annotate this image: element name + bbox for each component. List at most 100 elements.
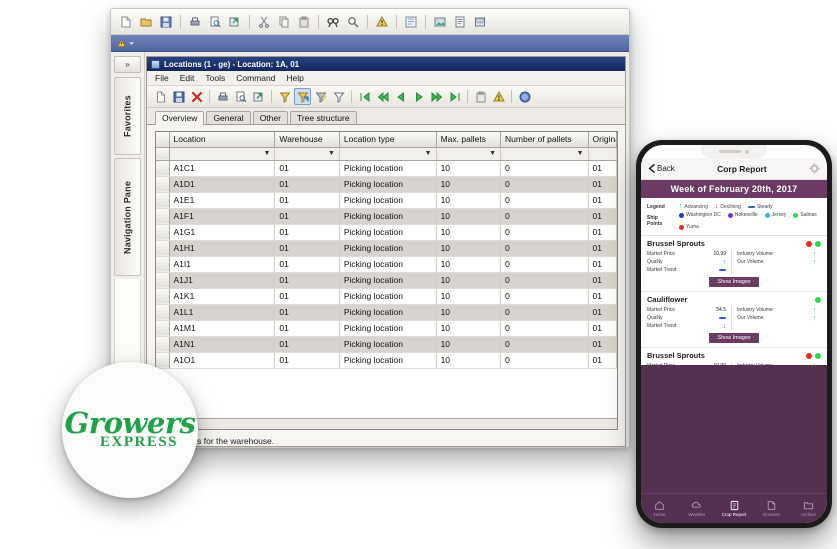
cell-number-of-pallets[interactable]: 0 [500, 208, 589, 225]
table-row[interactable]: A1J1 01 Picking location 10 0 01 [156, 272, 617, 289]
cell-location[interactable]: A1I1 [169, 256, 276, 273]
cell-location-type[interactable]: Picking location [339, 336, 437, 353]
cell-number-of-pallets[interactable]: 0 [500, 192, 589, 209]
tab-crop-report[interactable]: Crop Report [715, 500, 752, 517]
cut-icon[interactable] [255, 13, 273, 31]
table-row[interactable]: A1M1 01 Picking location 10 0 01 [156, 320, 617, 337]
filter-by-selection-icon[interactable] [294, 88, 311, 105]
row-selector-cell[interactable] [156, 304, 170, 321]
expand-pane-button[interactable]: » [114, 56, 141, 73]
alert-icon[interactable] [117, 38, 126, 48]
preview-icon[interactable] [232, 88, 249, 105]
cell-original-warehouse[interactable]: 01 [588, 240, 617, 257]
cell-max-pallets[interactable]: 10 [436, 272, 502, 289]
cell-location-type[interactable]: Picking location [339, 320, 437, 337]
cell-location-type[interactable]: Picking location [339, 240, 437, 257]
table-row[interactable]: A1O1 01 Picking location 10 0 01 [156, 352, 617, 369]
cell-location-type[interactable]: Picking location [339, 192, 437, 209]
cell-location-type[interactable]: Picking location [339, 176, 437, 193]
cell-number-of-pallets[interactable]: 0 [500, 336, 589, 353]
save-icon[interactable] [157, 13, 175, 31]
row-selector-cell[interactable] [156, 176, 170, 193]
tab-growers[interactable]: Growers [753, 500, 790, 517]
next-record-icon[interactable] [410, 88, 427, 105]
print-preview-icon[interactable] [206, 13, 224, 31]
cell-location[interactable]: A1F1 [169, 208, 276, 225]
column-header-original-warehouse[interactable]: Original ware [588, 132, 617, 148]
column-header-location-type[interactable]: Location type [339, 132, 437, 148]
cell-original-warehouse[interactable]: 01 [588, 208, 617, 225]
cell-max-pallets[interactable]: 10 [436, 192, 502, 209]
cell-number-of-pallets[interactable]: 0 [500, 256, 589, 273]
cell-warehouse[interactable]: 01 [274, 288, 340, 305]
table-row[interactable]: A1G1 01 Picking location 10 0 01 [156, 224, 617, 241]
info-icon[interactable] [516, 88, 533, 105]
cell-original-warehouse[interactable]: 01 [588, 176, 617, 193]
cell-location-type[interactable]: Picking location [339, 160, 437, 177]
column-header-number-of-pallets[interactable]: Number of pallets [500, 132, 589, 148]
cell-max-pallets[interactable]: 10 [436, 352, 502, 369]
row-selector-cell[interactable] [156, 208, 170, 225]
table-row[interactable]: A1I1 01 Picking location 10 0 01 [156, 256, 617, 273]
cell-location[interactable]: A1O1 [169, 352, 276, 369]
cell-number-of-pallets[interactable]: 0 [500, 272, 589, 289]
filter-dropdown-warehouse[interactable]: ▼ [274, 147, 340, 161]
cell-location[interactable]: A1D1 [169, 176, 276, 193]
table-row[interactable]: A1F1 01 Picking location 10 0 01 [156, 208, 617, 225]
cell-warehouse[interactable]: 01 [274, 192, 340, 209]
delete-record-icon[interactable] [188, 88, 205, 105]
cell-location[interactable]: A1N1 [169, 336, 276, 353]
cell-original-warehouse[interactable]: 01 [588, 192, 617, 209]
cell-location-type[interactable]: Picking location [339, 288, 437, 305]
filter-icon[interactable] [276, 88, 293, 105]
cell-original-warehouse[interactable]: 01 [588, 288, 617, 305]
tab-archive[interactable]: Archive [790, 500, 827, 517]
cell-max-pallets[interactable]: 10 [436, 320, 502, 337]
tab-tree-structure[interactable]: Tree structure [289, 110, 357, 124]
table-row[interactable]: A1D1 01 Picking location 10 0 01 [156, 176, 617, 193]
column-header-warehouse[interactable]: Warehouse [274, 132, 340, 148]
row-selector-cell[interactable] [156, 352, 170, 369]
copy-record-icon[interactable] [472, 88, 489, 105]
sidebar-item-navigation-pane[interactable]: Navigation Pane [114, 158, 141, 276]
cell-warehouse[interactable]: 01 [274, 320, 340, 337]
locations-grid[interactable]: Location Warehouse Location type Max. pa… [155, 131, 618, 430]
cell-max-pallets[interactable]: 10 [436, 240, 502, 257]
row-selector-cell[interactable] [156, 240, 170, 257]
filter-dropdown-location[interactable]: ▼ [169, 147, 276, 161]
filter-dropdown-max-pallets[interactable]: ▼ [436, 147, 502, 161]
cell-original-warehouse[interactable]: 01 [588, 272, 617, 289]
cell-location[interactable]: A1K1 [169, 288, 276, 305]
tab-overview[interactable]: Overview [155, 110, 205, 125]
prev-record-icon[interactable] [392, 88, 409, 105]
cell-number-of-pallets[interactable]: 0 [500, 160, 589, 177]
filter-advanced-icon[interactable] [312, 88, 329, 105]
column-header-location[interactable]: Location [169, 132, 276, 148]
remove-filter-icon[interactable] [330, 88, 347, 105]
filter-dropdown-location-type[interactable]: ▼ [339, 147, 437, 161]
print-icon[interactable] [186, 13, 204, 31]
find-next-icon[interactable] [344, 13, 362, 31]
cell-location-type[interactable]: Picking location [339, 272, 437, 289]
tab-general[interactable]: General [206, 110, 251, 124]
menu-item-tools[interactable]: Tools [205, 73, 226, 83]
menu-item-edit[interactable]: Edit [179, 73, 195, 83]
row-selector-cell[interactable] [156, 256, 170, 273]
note-icon[interactable] [451, 13, 469, 31]
cell-original-warehouse[interactable]: 01 [588, 224, 617, 241]
table-row[interactable]: A1H1 01 Picking location 10 0 01 [156, 240, 617, 257]
column-header-max-pallets[interactable]: Max. pallets [436, 132, 502, 148]
cell-location[interactable]: A1L1 [169, 304, 276, 321]
cell-location-type[interactable]: Picking location [339, 224, 437, 241]
new-record-icon[interactable] [152, 88, 169, 105]
row-selector-cell[interactable] [156, 336, 170, 353]
chevron-down-icon[interactable] [129, 41, 134, 46]
menu-item-help[interactable]: Help [286, 73, 304, 83]
tab-other[interactable]: Other [252, 110, 288, 124]
cell-max-pallets[interactable]: 10 [436, 224, 502, 241]
cell-warehouse[interactable]: 01 [274, 208, 340, 225]
table-row[interactable]: A1E1 01 Picking location 10 0 01 [156, 192, 617, 209]
sidebar-item-favorites[interactable]: Favorites [114, 77, 141, 155]
